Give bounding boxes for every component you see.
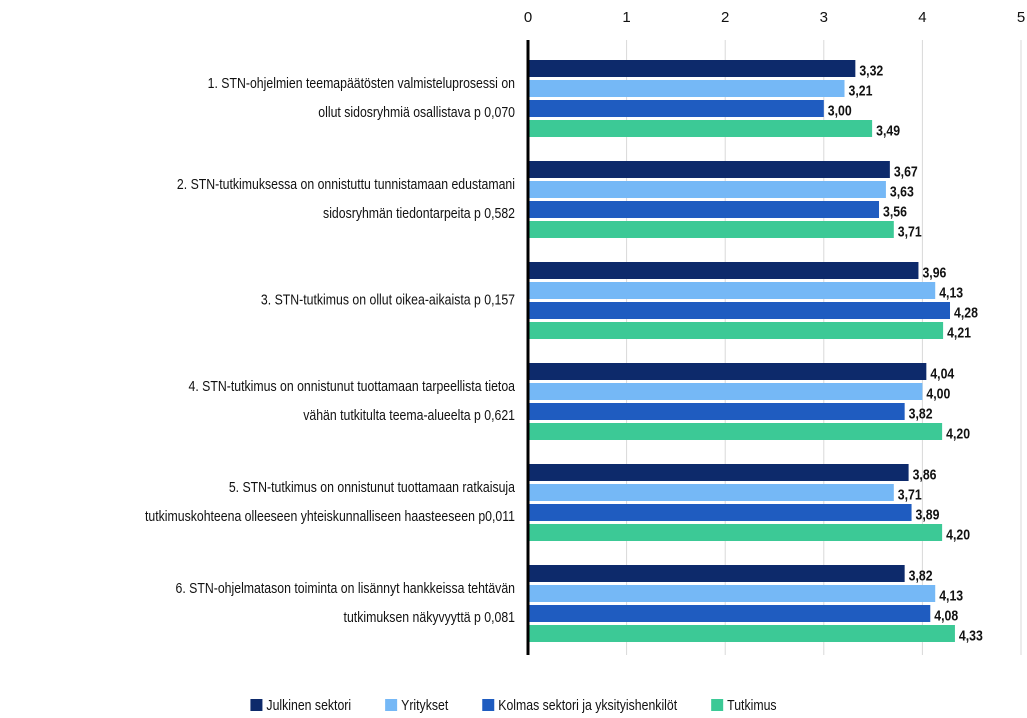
value-label: 4,13 bbox=[939, 587, 963, 603]
value-label: 4,00 bbox=[926, 385, 950, 401]
value-label: 3,21 bbox=[849, 82, 873, 98]
bar bbox=[528, 363, 927, 380]
value-label: 3,32 bbox=[859, 62, 883, 78]
category-label: 2. STN-tutkimuksessa on onnistuttu tunni… bbox=[177, 176, 515, 192]
category-label: 1. STN-ohjelmien teemapäätösten valmiste… bbox=[208, 75, 515, 91]
category-label: 6. STN-ohjelmatason toiminta on lisännyt… bbox=[176, 580, 515, 596]
value-label: 3,56 bbox=[883, 203, 907, 219]
bar bbox=[528, 120, 873, 137]
bar bbox=[528, 403, 905, 420]
bar bbox=[528, 565, 905, 582]
bar bbox=[528, 423, 943, 440]
value-label: 3,71 bbox=[898, 223, 922, 239]
value-label: 3,82 bbox=[909, 405, 933, 421]
x-tick-label: 3 bbox=[820, 9, 828, 26]
category-label: sidosryhmän tiedontarpeita p 0,582 bbox=[323, 205, 515, 221]
bar bbox=[528, 60, 856, 77]
bar bbox=[528, 484, 894, 501]
x-tick-label: 0 bbox=[524, 9, 532, 26]
value-label: 4,20 bbox=[946, 526, 970, 542]
value-label: 3,96 bbox=[922, 264, 946, 280]
value-label: 4,08 bbox=[934, 607, 958, 623]
value-label: 4,13 bbox=[939, 284, 963, 300]
bar bbox=[528, 504, 912, 521]
value-label: 4,20 bbox=[946, 425, 970, 441]
x-tick-label: 4 bbox=[918, 9, 926, 26]
x-tick-label: 2 bbox=[721, 9, 729, 26]
legend-swatch bbox=[482, 699, 495, 711]
value-label: 3,89 bbox=[916, 506, 940, 522]
category-label: 3. STN-tutkimus on ollut oikea-aikaista … bbox=[261, 291, 515, 307]
bar bbox=[528, 322, 944, 339]
value-label: 3,00 bbox=[828, 102, 852, 118]
value-label: 3,67 bbox=[894, 163, 918, 179]
category-label: tutkimuksen näkyvyyttä p 0,081 bbox=[344, 609, 515, 625]
bar bbox=[528, 302, 951, 319]
legend-swatch bbox=[385, 699, 398, 711]
bar bbox=[528, 181, 886, 198]
category-label: 5. STN-tutkimus on onnistunut tuottamaan… bbox=[229, 479, 516, 495]
category-label: vähän tutkitulta teema-alueelta p 0,621 bbox=[303, 407, 515, 423]
x-tick-label: 5 bbox=[1017, 9, 1025, 26]
value-label: 3,63 bbox=[890, 183, 914, 199]
bar bbox=[528, 605, 931, 622]
value-label: 3,82 bbox=[909, 567, 933, 583]
bar bbox=[528, 201, 880, 218]
bar bbox=[528, 625, 955, 642]
bar bbox=[528, 282, 936, 299]
bar bbox=[528, 585, 936, 602]
value-label: 4,28 bbox=[954, 304, 978, 320]
value-label: 3,86 bbox=[913, 466, 937, 482]
bar bbox=[528, 524, 943, 541]
legend-swatch bbox=[711, 699, 724, 711]
bar bbox=[528, 464, 909, 481]
category-label: tutkimuskohteena olleeseen yhteiskunnall… bbox=[145, 508, 515, 524]
category-label: ollut sidosryhmiä osallistava p 0,070 bbox=[318, 104, 515, 120]
value-label: 3,49 bbox=[876, 122, 900, 138]
value-label: 4,33 bbox=[959, 627, 983, 643]
category-label: 4. STN-tutkimus on onnistunut tuottamaan… bbox=[189, 378, 516, 394]
value-label: 4,04 bbox=[930, 365, 954, 381]
value-label: 3,71 bbox=[898, 486, 922, 502]
legend-label: Yritykset bbox=[401, 697, 448, 713]
bar bbox=[528, 100, 824, 117]
bar bbox=[528, 262, 919, 279]
legend-swatch bbox=[250, 699, 263, 711]
legend-label: Tutkimus bbox=[727, 697, 777, 713]
bar bbox=[528, 161, 890, 178]
x-tick-label: 1 bbox=[622, 9, 630, 26]
value-label: 4,21 bbox=[947, 324, 971, 340]
bar bbox=[528, 221, 894, 238]
legend-label: Kolmas sektori ja yksityishenkilöt bbox=[498, 697, 677, 713]
bar bbox=[528, 383, 923, 400]
legend-label: Julkinen sektori bbox=[266, 697, 351, 713]
bar bbox=[528, 80, 845, 97]
